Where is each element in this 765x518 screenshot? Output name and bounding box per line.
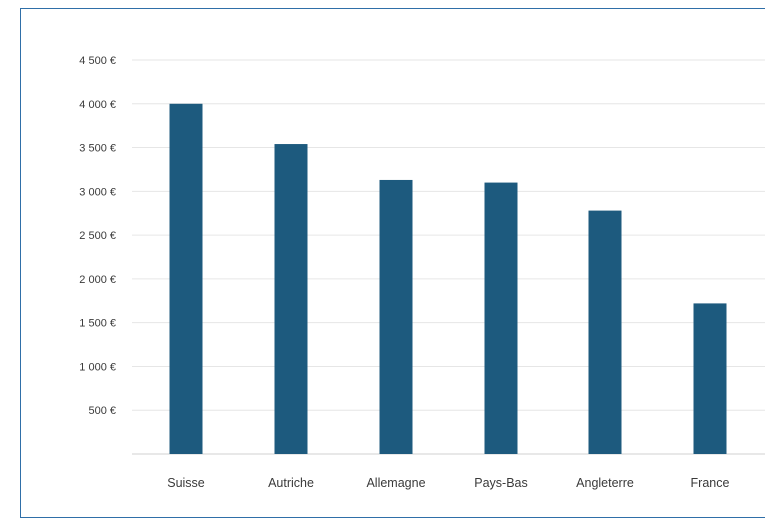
x-category-label: Pays-Bas [474,476,528,490]
x-category-label: France [691,476,730,490]
bar-allemagne [379,179,413,454]
y-axis-labels: 500 € 1 000 € 1 500 € 2 000 € 2 500 € 3 000 €… [79,55,116,417]
y-tick-label: 2 000 € [79,274,116,286]
bars [169,103,727,455]
bar-chart: 500 € 1 000 € 1 500 € 2 000 € 2 500 € 3 000 €… [79,55,765,490]
y-tick-label: 1 000 € [79,361,116,373]
y-tick-label: 4 500 € [79,55,116,67]
bar-angleterre [588,210,622,454]
bar-autriche [274,144,308,454]
x-category-label: Angleterre [576,476,634,490]
gridlines [132,59,765,455]
bar-france [693,303,727,454]
x-axis-labels: Suisse Autriche Allemagne Pays-Bas Angleterr… [167,476,729,490]
x-category-label: Suisse [167,476,205,490]
bar-suisse [169,103,203,455]
y-tick-label: 2 500 € [79,230,116,242]
y-tick-label: 500 € [88,405,116,417]
y-tick-label: 4 000 € [79,99,116,111]
y-tick-label: 3 000 € [79,186,116,198]
y-tick-label: 3 500 € [79,143,116,155]
x-category-label: Autriche [268,476,314,490]
x-category-label: Allemagne [366,476,425,490]
y-tick-label: 1 500 € [79,318,116,330]
bar-pays-bas [484,182,518,455]
